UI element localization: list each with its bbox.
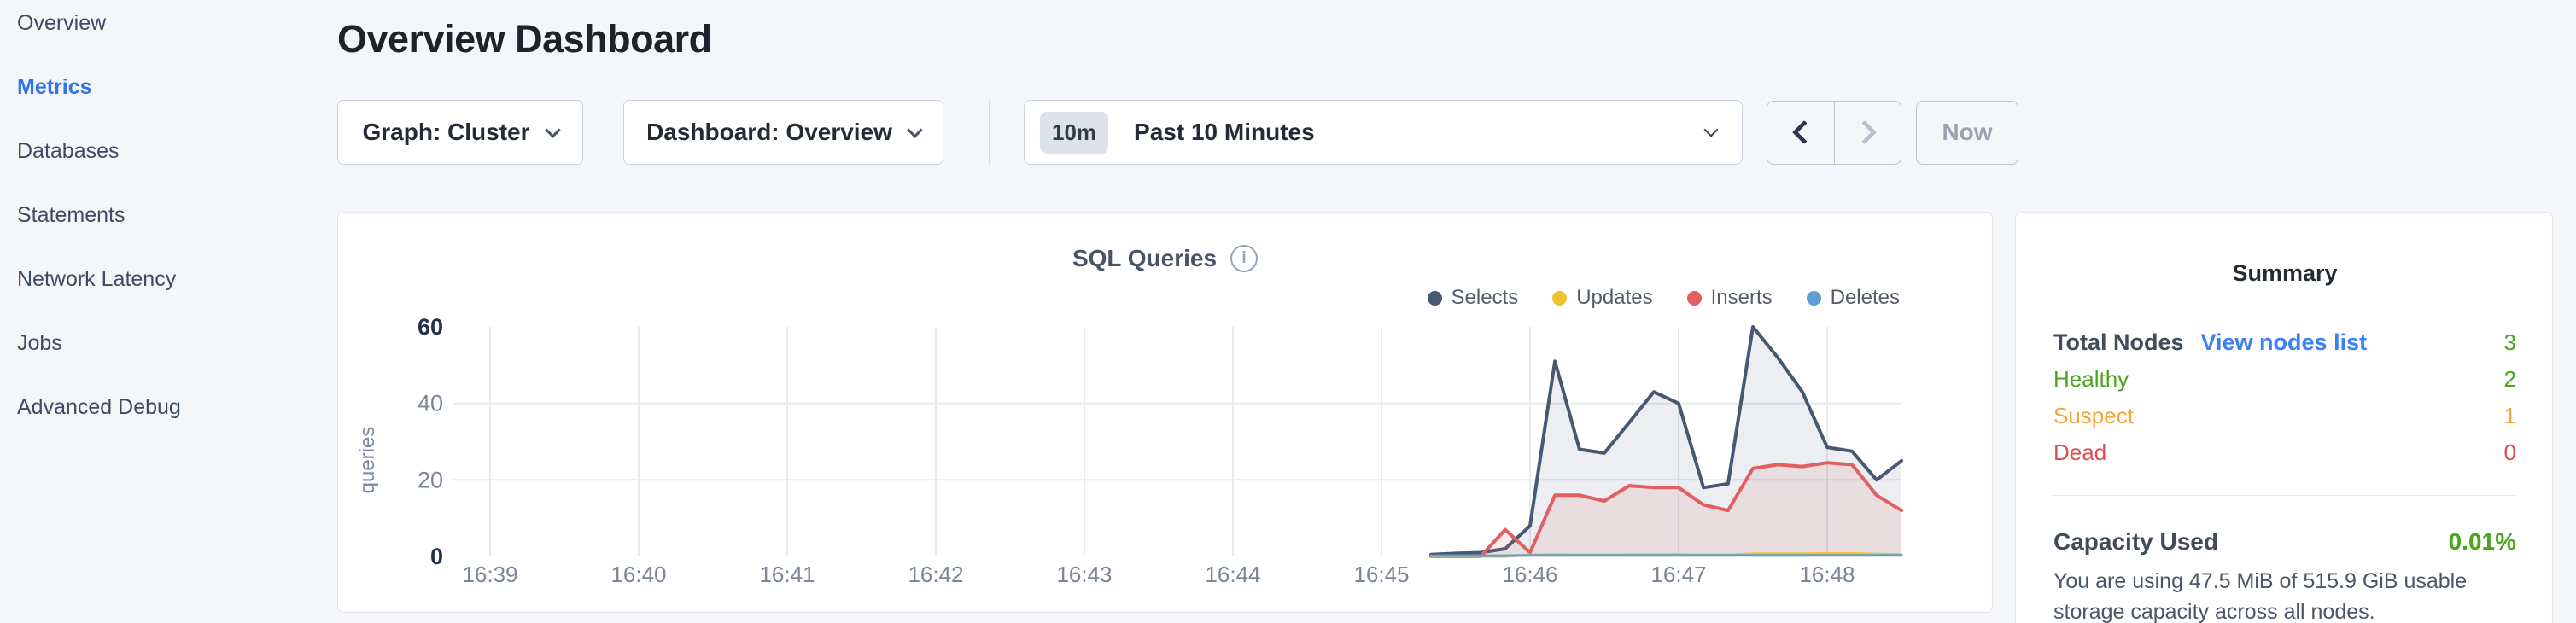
capacity-description: You are using 47.5 MiB of 515.9 GiB usab…: [2053, 569, 2468, 623]
legend-label: Updates: [1576, 286, 1653, 309]
deletes-dot-icon: [1806, 290, 1821, 306]
suspect-label: Suspect: [2053, 403, 2134, 428]
summary-row-total-nodes: Total Nodes View nodes list 3: [2053, 329, 2516, 366]
svg-text:16:39: 16:39: [462, 562, 517, 587]
svg-text:16:45: 16:45: [1353, 562, 1409, 587]
legend-label: Inserts: [1710, 286, 1773, 309]
svg-text:16:46: 16:46: [1502, 562, 1557, 587]
chevron-left-icon: [1791, 119, 1817, 145]
chevron-down-icon: [544, 121, 561, 138]
sidebar-item-overview[interactable]: Overview: [17, 11, 107, 35]
time-window-pager: [1767, 100, 1901, 165]
dead-value: 0: [2503, 440, 2516, 465]
svg-text:40: 40: [418, 391, 443, 416]
summary-row-healthy: Healthy 2: [2053, 366, 2516, 403]
info-icon[interactable]: i: [1230, 245, 1259, 272]
next-time-window-button[interactable]: [1834, 101, 1901, 164]
toolbar-divider: [989, 100, 990, 165]
sidebar-item-metrics[interactable]: Metrics: [17, 75, 92, 99]
svg-text:16:43: 16:43: [1056, 562, 1112, 587]
chart-title: SQL Queries: [1072, 245, 1218, 271]
capacity-used-label: Capacity Used: [2053, 528, 2218, 555]
capacity-used-value: 0.01%: [2448, 528, 2516, 555]
chevron-down-icon: [1703, 122, 1719, 137]
svg-text:16:48: 16:48: [1799, 562, 1855, 587]
dead-label: Dead: [2053, 440, 2107, 465]
total-nodes-label: Total Nodes: [2053, 329, 2184, 355]
svg-text:16:42: 16:42: [908, 562, 963, 587]
summary-title: Summary: [2232, 260, 2338, 286]
sql-queries-chart[interactable]: 16:39 16:40 16:41 16:42 16:43 16:44 16:45 16:46…: [338, 213, 1994, 614]
legend-item-deletes: Deletes: [1806, 286, 1900, 310]
svg-text:16:47: 16:47: [1650, 562, 1706, 587]
sidebar-item-jobs[interactable]: Jobs: [17, 331, 62, 355]
summary-divider: [2053, 495, 2516, 496]
legend-label: Deletes: [1830, 286, 1900, 309]
legend-item-inserts: Inserts: [1686, 286, 1773, 310]
chart-legend: Selects Updates Inserts Deletes: [1427, 286, 1900, 310]
svg-text:16:41: 16:41: [759, 562, 815, 587]
legend-label: Selects: [1451, 286, 1519, 309]
main-content: Overview Dashboard Graph: Cluster Dashbo…: [337, 0, 2576, 623]
time-range-badge: 10m: [1040, 111, 1109, 154]
graph-scope-dropdown[interactable]: Graph: Cluster: [337, 100, 583, 165]
chevron-right-icon: [1852, 119, 1877, 145]
view-nodes-list-link[interactable]: View nodes list: [2200, 329, 2368, 355]
updates-dot-icon: [1552, 290, 1568, 306]
suspect-value: 1: [2503, 403, 2516, 428]
selects-dot-icon: [1427, 290, 1442, 306]
svg-text:16:40: 16:40: [610, 562, 666, 587]
svg-text:60: 60: [418, 314, 443, 340]
capacity-used-row: Capacity Used 0.01%: [2053, 528, 2516, 556]
svg-text:16:44: 16:44: [1205, 562, 1260, 587]
healthy-label: Healthy: [2053, 366, 2129, 392]
previous-time-window-button[interactable]: [1767, 102, 1834, 164]
time-range-dropdown[interactable]: 10m Past 10 Minutes: [1024, 100, 1743, 165]
svg-text:20: 20: [418, 467, 443, 492]
dashboard-dropdown[interactable]: Dashboard: Overview: [623, 100, 943, 165]
sidebar-nav: Overview Metrics Databases Statements Ne…: [0, 0, 333, 440]
sidebar-item-network-latency[interactable]: Network Latency: [17, 267, 177, 291]
graph-scope-label: Graph: Cluster: [362, 119, 530, 145]
summary-row-suspect: Suspect 1: [2053, 403, 2516, 440]
inserts-dot-icon: [1686, 290, 1702, 306]
svg-text:queries: queries: [356, 427, 379, 494]
chart-header: SQL Queries i: [338, 245, 1992, 272]
svg-text:0: 0: [430, 544, 443, 569]
summary-panel: Summary Total Nodes View nodes list 3 He…: [2015, 212, 2553, 623]
dashboard-label: Dashboard: Overview: [646, 119, 892, 145]
sidebar-item-advanced-debug[interactable]: Advanced Debug: [17, 395, 181, 419]
page-title: Overview Dashboard: [337, 17, 712, 61]
sidebar-item-databases[interactable]: Databases: [17, 139, 120, 163]
legend-item-updates: Updates: [1552, 286, 1653, 310]
metrics-toolbar: Graph: Cluster Dashboard: Overview 10m P…: [337, 100, 2018, 165]
sql-queries-chart-card: SQL Queries i Selects Updates Inserts: [337, 212, 1993, 613]
healthy-value: 2: [2503, 366, 2516, 392]
time-range-label: Past 10 Minutes: [1134, 119, 1315, 145]
chevron-down-icon: [907, 121, 923, 138]
summary-row-dead: Dead 0: [2053, 440, 2516, 476]
now-button[interactable]: Now: [1916, 100, 2018, 165]
sidebar-item-statements[interactable]: Statements: [17, 203, 126, 227]
total-nodes-value: 3: [2503, 329, 2516, 355]
legend-item-selects: Selects: [1427, 286, 1519, 310]
